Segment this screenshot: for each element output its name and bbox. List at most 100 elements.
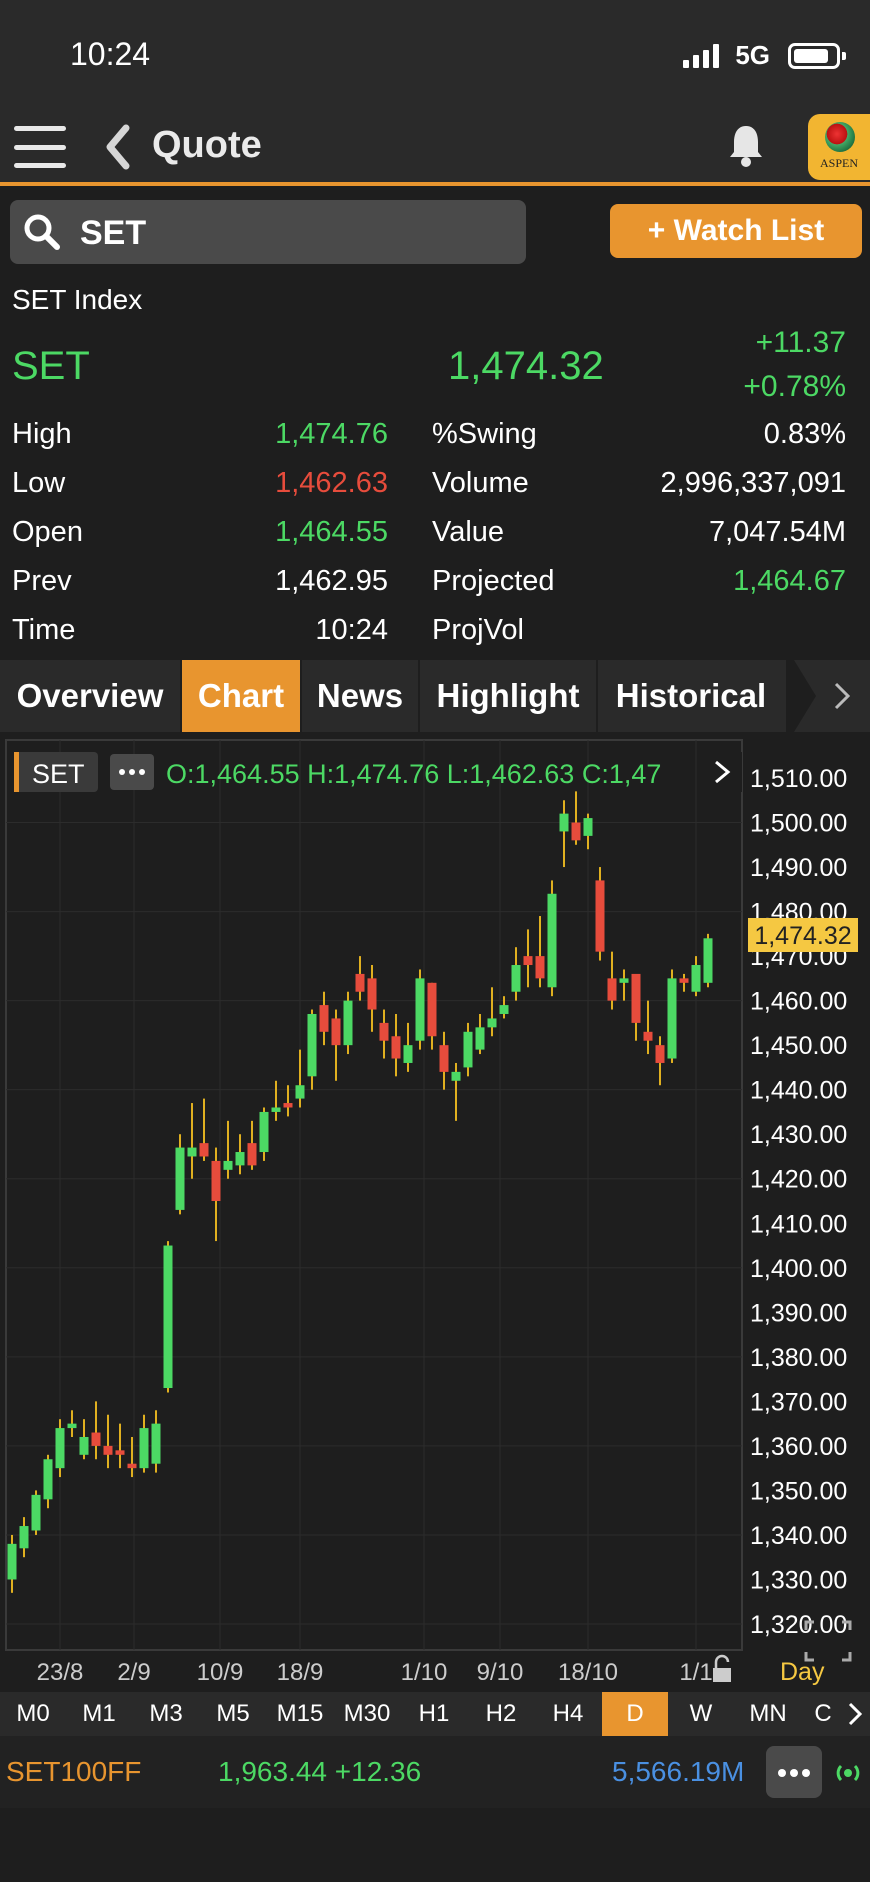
swing-label: %Swing [432,418,537,450]
time-label: Time [12,614,76,646]
lock-icon[interactable] [713,1654,731,1682]
candle [247,1120,257,1170]
timeframe-m1[interactable]: M1 [82,1700,116,1727]
value-value: 7,047.54M [708,516,846,548]
candle [631,973,641,1041]
candle [43,1454,53,1509]
search-input[interactable]: SET [10,200,526,264]
timeframe-c[interactable]: C [814,1700,832,1727]
open-label: Open [12,516,83,548]
candle [175,1134,185,1215]
candle [559,800,569,868]
candle [583,813,593,850]
projvol-label: ProjVol [432,614,524,646]
chart-symbol-badge[interactable] [14,752,98,792]
watch-list-button[interactable]: + Watch List [610,204,862,258]
quote-change: +11.37 [755,326,846,359]
y-tick-label: 1,370.00 [750,1388,847,1416]
timeframe-m30[interactable]: M30 [343,1700,391,1727]
candle [595,867,605,961]
globe-icon [825,122,855,152]
quote-change-pct: +0.78% [743,370,846,403]
prev-value: 1,462.95 [275,565,388,597]
timeframe-m3[interactable]: M3 [149,1700,183,1727]
candle [499,996,509,1019]
candle [667,969,677,1063]
y-tick-label: 1,350.00 [750,1477,847,1505]
candle [223,1120,233,1179]
timeframe-h1[interactable]: H1 [418,1700,450,1727]
candle [115,1423,125,1469]
y-tick-label: 1,420.00 [750,1166,847,1194]
candle [79,1419,89,1460]
candle [331,1009,341,1081]
battery-icon [788,42,846,69]
timeframe-w[interactable]: W [689,1700,713,1727]
status-bar: 10:24 5G [0,0,870,108]
timeframe-next-icon[interactable] [842,1692,870,1736]
tabs-next-button[interactable] [786,660,870,732]
timeframe-m15[interactable]: M15 [276,1700,324,1727]
x-tick-label: 2/9 [117,1659,150,1686]
ohlc-scroll-chevron-icon[interactable] [715,760,731,784]
tab-news[interactable]: News [302,660,418,732]
bell-icon[interactable] [726,122,766,168]
timeframe-h4[interactable]: H4 [552,1700,584,1727]
candle [31,1490,41,1535]
candle [379,1009,389,1059]
x-tick-label: 18/10 [558,1659,618,1686]
tab-chart[interactable]: Chart [182,660,300,732]
y-tick-label: 1,410.00 [750,1210,847,1238]
nav-bar: Quote ASPEN [0,108,870,186]
candle [151,1410,161,1473]
chart-area[interactable]: 1,510.00 1,500.00 1,490.00 1,480.00 1,470.00… [0,732,870,1692]
aspen-logo[interactable]: ASPEN [808,114,870,180]
candle [691,956,701,997]
timeframe-m5[interactable]: M5 [216,1700,250,1727]
x-tick-label: 18/9 [277,1659,324,1686]
timeframe-mn[interactable]: MN [749,1700,787,1727]
y-tick-label: 1,460.00 [750,988,847,1016]
tab-historical[interactable]: Historical [598,660,784,732]
candle [139,1414,149,1473]
candle [343,991,353,1055]
candle [427,982,437,1050]
candle [655,1036,665,1086]
candle [523,929,533,988]
status-icons: 5G [683,40,846,71]
candle [307,1009,317,1090]
ticker-more-button[interactable] [766,1746,822,1798]
quote-last-price: 1,474.32 [448,344,604,388]
timeframe-d[interactable]: D [602,1692,668,1736]
index-ticker[interactable]: SET100FF 1,963.44 +12.36 5,566.19M [0,1736,870,1808]
network-label: 5G [735,40,770,70]
search-icon [24,214,60,250]
timeframe-h2[interactable]: H2 [485,1700,517,1727]
x-tick-label: 10/9 [197,1659,244,1686]
time-value: 10:24 [315,614,388,646]
low-value: 1,462.63 [275,467,388,499]
candle [547,880,557,997]
timeframe-m0[interactable]: M0 [16,1700,50,1727]
candle [7,1534,17,1593]
expand-icon[interactable] [804,1620,852,1662]
y-tick-label: 1,380.00 [750,1344,847,1372]
candle [607,951,617,1010]
candlestick-chart[interactable]: 1,510.001,500.001,490.001,480.001,470.00… [0,732,870,1692]
low-label: Low [12,467,66,499]
tab-highlight[interactable]: Highlight [420,660,596,732]
candle [439,1031,449,1090]
candle [415,969,425,1050]
chart-symbol: SET [32,759,85,789]
menu-icon[interactable] [14,126,66,168]
candle [643,1000,653,1055]
candle [91,1401,101,1460]
y-tick-label: 1,450.00 [750,1032,847,1060]
tab-overview[interactable]: Overview [0,660,180,732]
back-chevron-icon[interactable] [104,122,132,172]
candle [103,1414,113,1469]
candle [487,987,497,1037]
x-tick-label: 1/10 [401,1659,448,1686]
status-time: 10:24 [70,36,151,72]
volume-value: 2,996,337,091 [660,467,846,499]
